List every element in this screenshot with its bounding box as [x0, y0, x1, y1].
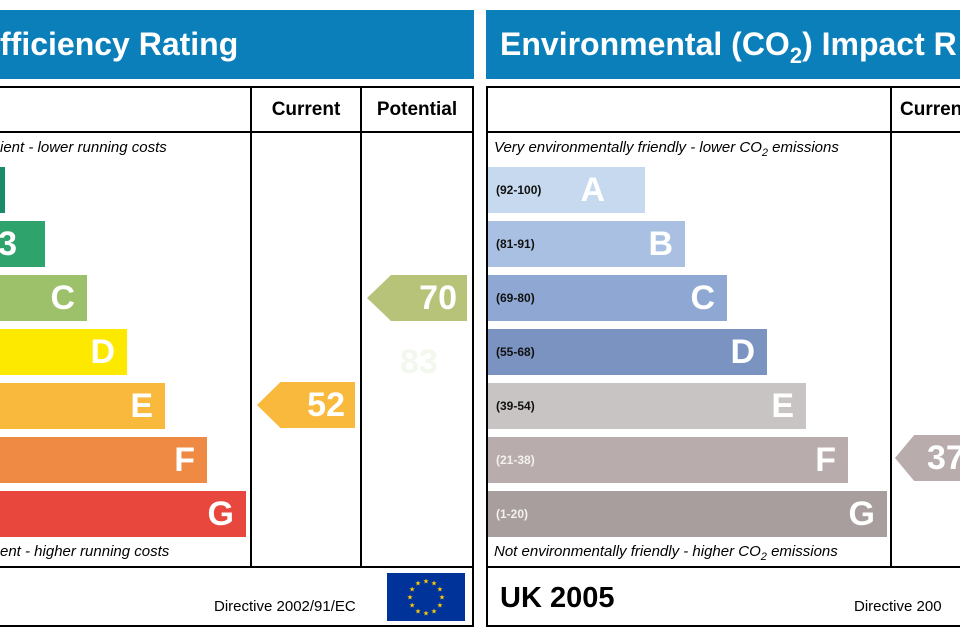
efficiency-band-e: E [0, 383, 165, 429]
divider [890, 86, 892, 568]
co2-current-rating-value: 37 [927, 438, 960, 477]
efficiency-band-f: F [0, 437, 207, 483]
efficiency-band-d: D [0, 329, 127, 375]
band-letter: F [174, 440, 195, 479]
co2-band-g: (1-20) G [488, 491, 887, 537]
co2-band-e: (39-54) E [488, 383, 806, 429]
friendly-caption: Very environmentally friendly - lower CO… [494, 139, 839, 159]
eu-flag-icon: ★ ★ ★ ★ ★ ★ ★ ★ ★ ★ ★ ★ [387, 573, 465, 621]
band-letter: G [207, 494, 234, 533]
band-letter: G [848, 494, 875, 533]
efficiency-band-g: G [0, 491, 246, 537]
band-letter: E [130, 386, 153, 425]
band-letter: F [815, 440, 836, 479]
energy-efficiency-title: fficiency Rating [0, 26, 239, 62]
region-label: UK 2005 [500, 582, 615, 614]
band-range: (69-80) [496, 291, 535, 305]
band-letter: 3 [0, 224, 17, 263]
band-letter: E [771, 386, 794, 425]
co2-band-d: (55-68) D [488, 329, 767, 375]
current-rating-value: 52 [307, 385, 345, 424]
co2-current-column-header: Curren [900, 99, 960, 120]
eu-star: ★ [423, 610, 429, 618]
band-range: (1-20) [496, 507, 529, 521]
co2-band-b: (81-91) B [488, 221, 685, 267]
divider [0, 566, 474, 568]
divider [360, 86, 362, 568]
co2-band-a: (92-100) A [488, 167, 645, 213]
divider [0, 131, 474, 133]
potential-rating-arrow: 70 [367, 275, 467, 321]
environmental-impact-header: Environmental (CO2) Impact R [486, 10, 960, 79]
divider [486, 131, 960, 133]
eu-star: ★ [407, 594, 413, 602]
efficiency-band-c: C [0, 275, 87, 321]
efficiency-band-3: 3 [0, 221, 45, 267]
co2-band-c: (69-80) C [488, 275, 727, 321]
band-range: (92-100) [496, 183, 542, 197]
eu-star: ★ [431, 607, 437, 615]
co2-band-f: (21-38) F [488, 437, 848, 483]
potential-rating-value: 70 [419, 278, 457, 317]
current-column-header: Current [271, 99, 341, 120]
eu-star: ★ [415, 607, 421, 615]
current-rating-arrow: 52 [257, 382, 355, 428]
efficient-caption: ient - lower running costs [0, 139, 167, 156]
divider [250, 86, 252, 568]
eu-star: ★ [415, 580, 421, 588]
band-range: (81-91) [496, 237, 535, 251]
right-directive: Directive 200 [854, 598, 942, 615]
eu-star: ★ [423, 578, 429, 586]
unfriendly-caption: Not environmentally friendly - higher CO… [494, 543, 838, 563]
band-letter: D [730, 332, 755, 371]
band-range: (21-38) [496, 453, 535, 467]
efficiency-band-a [0, 167, 5, 213]
ghost-rating-value: 83 [400, 343, 438, 381]
eu-star: ★ [409, 586, 415, 594]
divider [486, 566, 960, 568]
band-letter: C [690, 278, 715, 317]
band-letter: D [90, 332, 115, 371]
potential-column-header: Potential [376, 99, 458, 120]
eu-star: ★ [409, 602, 415, 610]
band-letter: B [648, 224, 673, 263]
band-letter: A [580, 170, 605, 209]
eu-star: ★ [437, 586, 443, 594]
eu-star: ★ [439, 594, 445, 602]
energy-efficiency-header: fficiency Rating [0, 10, 474, 79]
eu-star: ★ [431, 580, 437, 588]
eu-star: ★ [437, 602, 443, 610]
environmental-impact-title: Environmental (CO2) Impact R [500, 26, 957, 68]
band-range: (55-68) [496, 345, 535, 359]
inefficient-caption: ent - higher running costs [0, 543, 170, 560]
band-range: (39-54) [496, 399, 535, 413]
band-letter: C [50, 278, 75, 317]
left-directive: Directive 2002/91/EC [214, 598, 356, 615]
